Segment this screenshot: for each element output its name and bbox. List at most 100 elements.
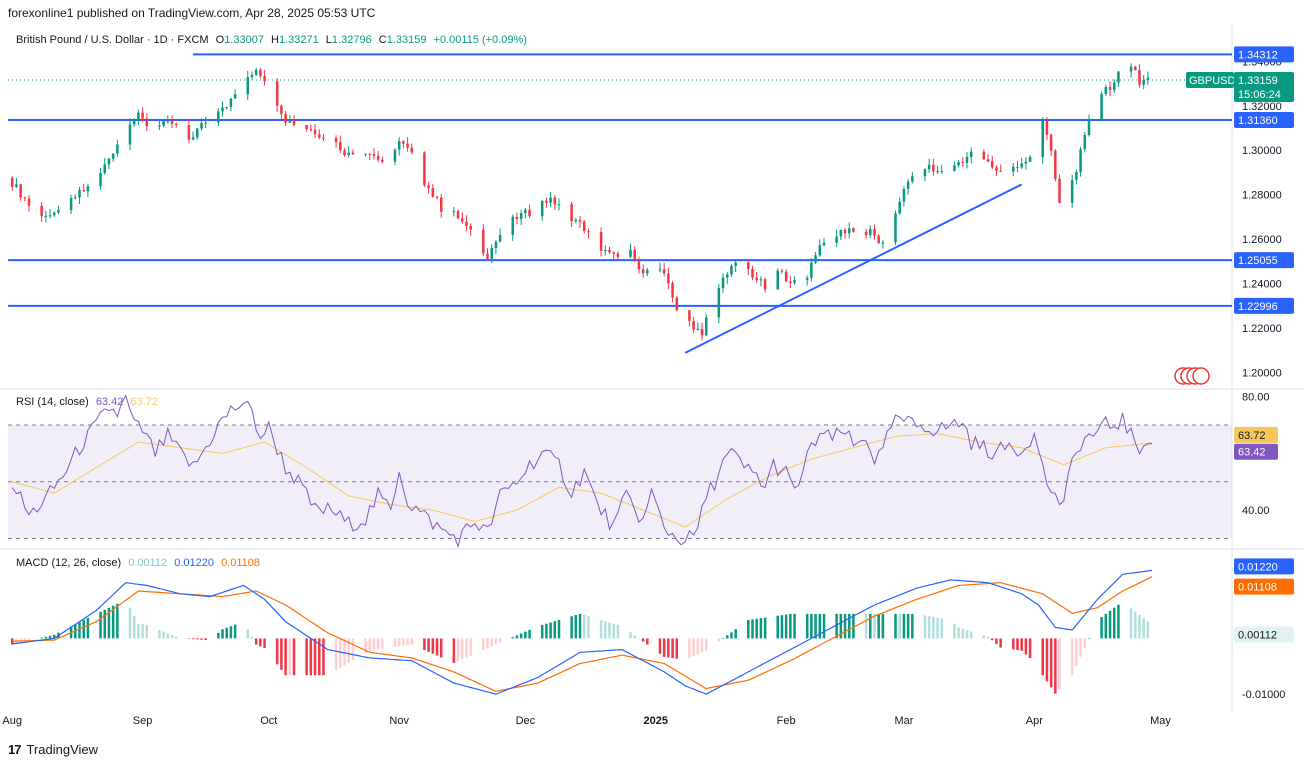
macd-histogram-bar xyxy=(1083,638,1087,648)
candle-body xyxy=(482,229,485,254)
candle-body xyxy=(393,149,397,162)
candle-body xyxy=(923,169,927,177)
macd-histogram-bar xyxy=(894,613,897,639)
macd-histogram-bar xyxy=(604,621,607,639)
macd-histogram-bar xyxy=(393,638,397,647)
candle-body xyxy=(835,236,838,243)
candle-body xyxy=(995,167,998,171)
macd-signal-value: 0.01108 xyxy=(221,557,261,569)
candle-body xyxy=(675,297,679,311)
macd-histogram-bar xyxy=(1049,638,1053,688)
macd-histogram-bar xyxy=(700,638,704,653)
macd-histogram-bar xyxy=(822,613,826,639)
macd-histogram-bar xyxy=(675,638,679,659)
macd-histogram-bar xyxy=(957,627,960,639)
macd-histogram-bar xyxy=(376,638,380,650)
macd-histogram-bar xyxy=(339,638,342,668)
candle-body xyxy=(911,176,914,182)
macd-histogram-bar xyxy=(940,618,944,639)
candle-body xyxy=(553,197,557,205)
symbol-legend[interactable]: British Pound / U.S. Dollar · 1D · FXCM … xyxy=(16,34,531,46)
countdown-label: 15:06:24 xyxy=(1238,89,1281,101)
candle-body xyxy=(435,196,439,198)
macd-histogram-bar xyxy=(730,632,733,639)
time-tick-label: Nov xyxy=(389,715,409,727)
macd-histogram-bar xyxy=(259,638,262,647)
candle-body xyxy=(864,231,868,236)
candle-body xyxy=(23,197,27,199)
candle-body xyxy=(86,186,90,192)
macd-histogram-bar xyxy=(515,635,519,639)
macd-histogram-bar xyxy=(511,637,515,639)
candle-body xyxy=(40,205,43,216)
candle-body xyxy=(196,128,199,138)
macd-histogram-bar xyxy=(578,613,582,639)
candle-body xyxy=(410,147,414,153)
macd-histogram-bar xyxy=(704,638,708,651)
candle-body xyxy=(734,262,737,267)
rsi-line xyxy=(11,394,1153,549)
macd-histogram-bar xyxy=(225,627,228,639)
macd-histogram-bar xyxy=(818,613,822,639)
price-tick-label: 1.30000 xyxy=(1242,145,1282,157)
candle-body xyxy=(721,277,725,288)
macd-histogram-bar xyxy=(1016,638,1019,651)
rsi-title: RSI (14, close) xyxy=(16,396,89,408)
candle-body xyxy=(402,141,405,144)
rsi-tag-label: 63.42 xyxy=(1238,447,1266,459)
candle-body xyxy=(137,112,140,120)
macd-histogram-bar xyxy=(662,638,666,657)
time-tick-label: Feb xyxy=(777,715,796,727)
candle-body xyxy=(730,266,733,275)
candle-body xyxy=(1100,93,1103,121)
tradingview-logo[interactable]: 17 TradingView xyxy=(8,742,98,757)
macd-histogram-bar xyxy=(725,635,729,639)
macd-histogram-bar xyxy=(587,616,590,639)
candle-body xyxy=(692,320,695,330)
candle-body xyxy=(53,212,56,216)
macd-histogram-bar xyxy=(763,617,767,639)
macd-histogram-bar xyxy=(1117,604,1120,639)
candle-body xyxy=(751,269,754,278)
candle-body xyxy=(540,200,544,216)
candle-body xyxy=(1049,134,1053,151)
candle-body xyxy=(940,171,944,173)
candle-body xyxy=(961,162,965,164)
candle-body xyxy=(233,94,237,99)
candle-body xyxy=(1083,134,1087,150)
macd-histogram-bar xyxy=(187,638,191,639)
level-price-label: 1.34312 xyxy=(1238,49,1278,61)
candle-body xyxy=(780,270,784,272)
macd-histogram-bar xyxy=(322,638,325,676)
macd-histogram-bar xyxy=(111,605,115,639)
macd-histogram-bar xyxy=(217,632,220,639)
symbol-tag-label: GBPUSD xyxy=(1189,75,1236,87)
last-price-tag xyxy=(1234,72,1294,103)
macd-signal-tag xyxy=(1234,578,1294,595)
macd-histogram-bar xyxy=(372,638,376,651)
macd-histogram-bar xyxy=(519,633,523,639)
candle-body xyxy=(322,137,325,139)
macd-histogram-bar xyxy=(292,638,296,676)
macd-histogram-bar xyxy=(612,623,615,639)
candle-body xyxy=(1020,163,1023,168)
symbol-title: British Pound / U.S. Dollar · 1D · FXCM xyxy=(16,34,209,46)
macd-histogram-bar xyxy=(961,628,965,639)
candle-body xyxy=(221,107,224,112)
macd-histogram-bar xyxy=(843,613,847,639)
macd-histogram-bar xyxy=(78,622,81,639)
candle-body xyxy=(107,158,111,165)
candle-body xyxy=(225,106,228,108)
candle-body xyxy=(805,277,809,280)
rsi-legend[interactable]: RSI (14, close) 63.42 63.72 xyxy=(16,396,162,408)
macd-legend[interactable]: MACD (12, 26, close) 0.00112 0.01220 0.0… xyxy=(16,557,264,569)
candle-body xyxy=(313,129,317,135)
macd-histogram-bar xyxy=(305,638,308,676)
macd-histogram-bar xyxy=(789,613,792,639)
macd-value: 0.01220 xyxy=(174,557,214,569)
candle-body xyxy=(288,120,292,123)
macd-histogram-bar xyxy=(1087,638,1091,639)
price-tick-label: 1.28000 xyxy=(1242,190,1282,202)
candle-body xyxy=(174,123,178,126)
